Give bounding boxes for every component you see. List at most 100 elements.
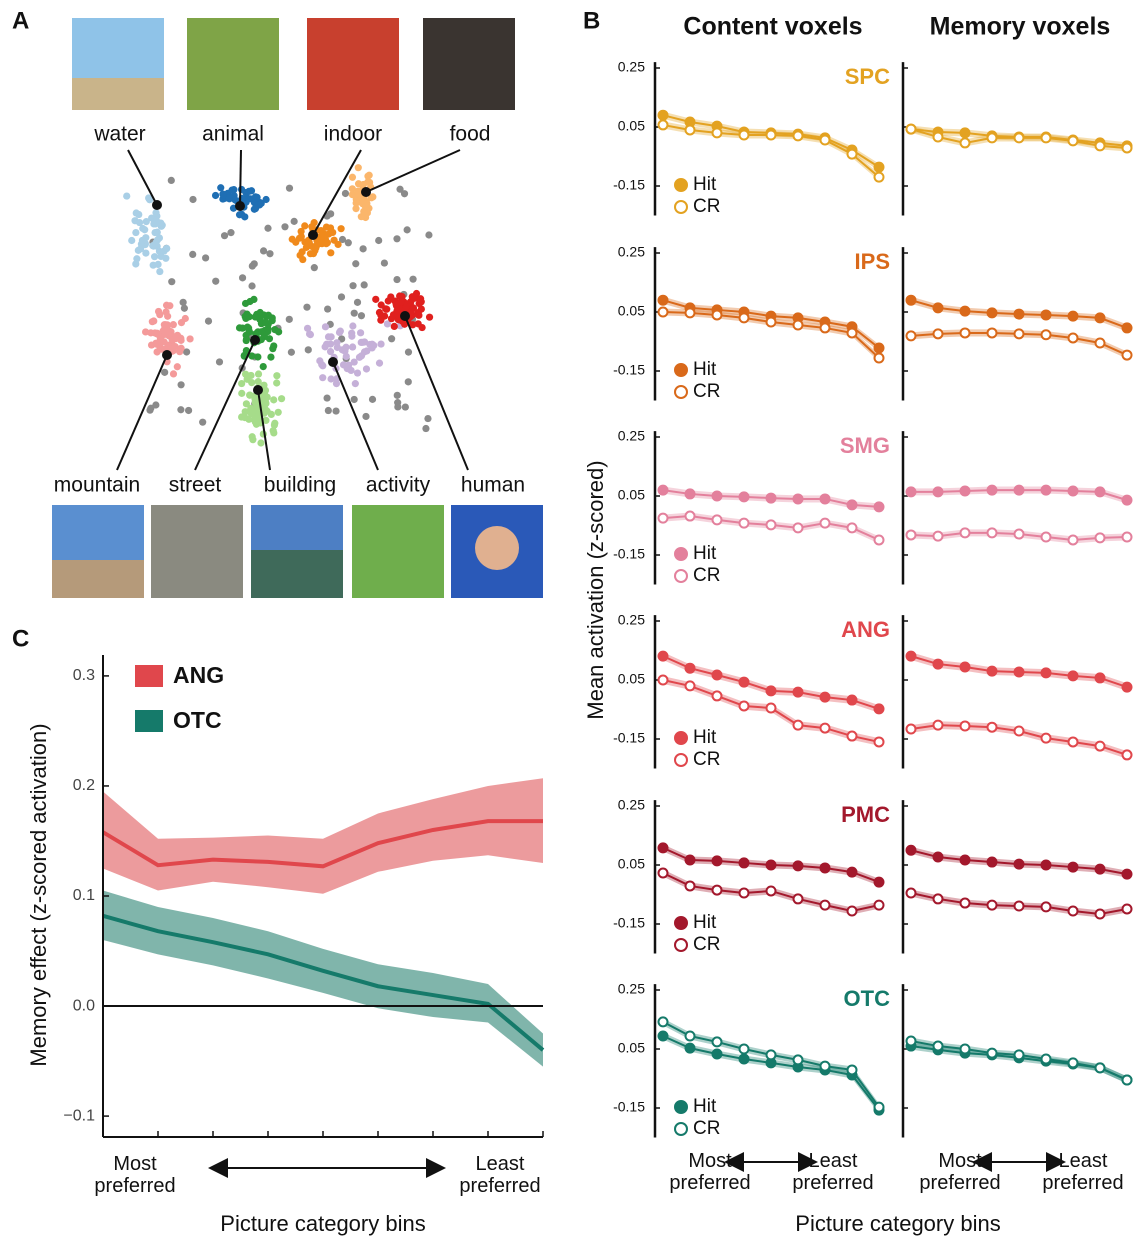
photo (475, 526, 519, 570)
data-point (821, 724, 830, 733)
embedding-dot (375, 237, 382, 244)
data-point (686, 855, 695, 864)
embedding-dot (362, 203, 369, 210)
embedding-dot (319, 374, 326, 381)
data-point (848, 907, 857, 916)
embedding-dot (286, 185, 293, 192)
region-title: ANG (841, 617, 890, 642)
embedding-dot (334, 344, 341, 351)
embedding-dot (248, 282, 255, 289)
embedding-dot (161, 324, 168, 331)
panel-label: A (12, 7, 29, 34)
embedding-dot (275, 328, 282, 335)
embedding-dot (135, 211, 142, 218)
y-tick-label: -0.15 (613, 546, 645, 562)
embedding-dot (407, 298, 414, 305)
column-title: Memory voxels (930, 13, 1111, 41)
embedding-dot (393, 301, 400, 308)
category-label: building (264, 474, 336, 497)
panel-label: C (12, 625, 29, 652)
legend-swatch (135, 665, 163, 687)
y-tick-label: 0.25 (618, 797, 645, 813)
embedding-dot (385, 297, 392, 304)
embedding-dot (360, 245, 367, 252)
y-tick-label: -0.15 (613, 1099, 645, 1115)
embedding-dot (241, 414, 248, 421)
embedding-dot (154, 261, 161, 268)
confidence-band (103, 890, 543, 1066)
data-point (907, 652, 916, 661)
data-point (1069, 333, 1078, 342)
data-point (659, 514, 668, 523)
pointer-dot (162, 350, 172, 360)
legend-label: CR (693, 565, 720, 586)
confidence-band (103, 778, 543, 894)
data-point (1123, 683, 1132, 692)
data-point (1015, 668, 1024, 677)
embedding-dot (132, 229, 139, 236)
data-point (988, 723, 997, 732)
data-point (794, 320, 803, 329)
embedding-dot (332, 407, 339, 414)
embedding-dot (133, 255, 140, 262)
data-point (794, 688, 803, 697)
embedding-dot (180, 299, 187, 306)
legend-label: CR (693, 1118, 720, 1139)
embedding-dot (217, 184, 224, 191)
data-point (848, 1065, 857, 1074)
embedding-dot (162, 255, 169, 262)
embedding-dot (267, 353, 274, 360)
legend-marker (675, 732, 687, 744)
y-tick-label: −0.1 (63, 1107, 95, 1124)
y-tick-label: 0.1 (73, 887, 95, 904)
data-point (934, 133, 943, 142)
data-point (1123, 351, 1132, 360)
embedding-dot (255, 370, 262, 377)
data-point (686, 489, 695, 498)
embedding-dot (236, 324, 243, 331)
x-end-label: Most preferred (655, 1150, 765, 1194)
data-point (1015, 860, 1024, 869)
pointer-dot (328, 357, 338, 367)
embedding-dot (323, 240, 330, 247)
pointer-dot (361, 187, 371, 197)
data-point (1096, 673, 1105, 682)
embedding-dot (227, 229, 234, 236)
embedding-dot (342, 190, 349, 197)
embedding-dot (358, 352, 365, 359)
data-point (767, 886, 776, 895)
embedding-dot (344, 365, 351, 372)
x-end-label: Least preferred (778, 1150, 888, 1194)
embedding-dot (153, 348, 160, 355)
data-point (875, 173, 884, 182)
data-point (934, 721, 943, 730)
data-point (1042, 1055, 1051, 1064)
data-point (1015, 727, 1024, 736)
embedding-dot (366, 179, 373, 186)
embedding-dot (322, 343, 329, 350)
embedding-dot (327, 249, 334, 256)
pointer-line (240, 150, 241, 206)
embedding-dot (142, 250, 149, 257)
embedding-dot (255, 378, 262, 385)
photo (72, 78, 164, 110)
legend-marker (675, 939, 687, 951)
embedding-dot (361, 281, 368, 288)
embedding-dot (405, 378, 412, 385)
data-point (1096, 141, 1105, 150)
data-point (821, 901, 830, 910)
embedding-dot (152, 241, 159, 248)
data-point (1123, 496, 1132, 505)
embedding-dot (322, 323, 329, 330)
data-point (821, 135, 830, 144)
category-label: mountain (54, 474, 140, 497)
embedding-dot (370, 342, 377, 349)
data-point (875, 502, 884, 511)
legend-marker (675, 570, 687, 582)
data-point (907, 724, 916, 733)
embedding-dot (355, 164, 362, 171)
data-point (1069, 1058, 1078, 1067)
data-point (1015, 1050, 1024, 1059)
photo (251, 550, 343, 598)
data-point (1042, 133, 1051, 142)
